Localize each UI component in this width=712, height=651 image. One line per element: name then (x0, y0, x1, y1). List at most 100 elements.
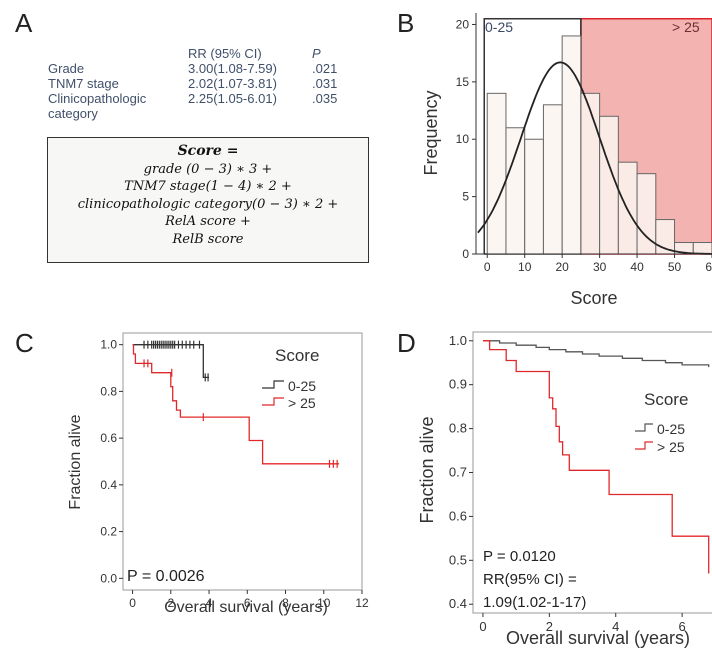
legend-swatch (635, 441, 653, 450)
histogram-bar (524, 138, 544, 255)
legend-title: Score (644, 390, 688, 409)
y-tick-label: 20 (456, 17, 470, 31)
table-row: TNM7 stage 2.02(1.07-3.81) .031 (48, 76, 337, 91)
row-label: Clinicopathologic (48, 91, 147, 106)
p-value-annotation: P = 0.0120 (483, 548, 556, 565)
survival-curve (483, 340, 710, 574)
y-tick-label: 0.9 (449, 377, 467, 392)
row-rr: 3.00(1.08-7.59) (188, 61, 277, 76)
y-tick-label: 0.7 (449, 465, 467, 480)
x-tick-label: 2 (167, 596, 174, 610)
y-tick-label: 5 (462, 190, 469, 204)
x-axis-title: Score (570, 288, 617, 308)
y-tick-label: 0.4 (449, 596, 467, 611)
panel-label-c: C (15, 328, 34, 358)
x-tick-label: 8 (282, 596, 289, 610)
legend-label: 0-25 (657, 421, 685, 437)
x-axis-title: Overall survival (years) (164, 599, 328, 616)
y-tick-label: 0.8 (100, 384, 117, 398)
formula-line: RelB score (172, 231, 244, 247)
y-tick-label: 0.6 (100, 431, 117, 445)
row-label: Grade (48, 61, 85, 76)
y-tick-label: 0.2 (100, 525, 117, 539)
risk-table-header: RR (95% CI) P (48, 46, 337, 61)
score-formula-box: Score = grade (0 − 3) ∗ 3 + TNM7 stage(1… (47, 137, 369, 263)
x-tick-label: 12 (355, 596, 369, 610)
x-tick-label: 0 (129, 596, 136, 610)
x-tick-label: 0 (479, 619, 486, 634)
x-tick-label: 30 (593, 260, 607, 274)
legend-swatch (262, 397, 284, 406)
plot-frame (122, 332, 363, 591)
x-tick-label: 50 (668, 260, 682, 274)
x-tick-label: 20 (555, 260, 569, 274)
table-row: Clinicopathologic 2.25(1.05-6.01) .035 (48, 91, 337, 106)
legend-title: Score (275, 346, 319, 365)
x-tick-label: 0 (484, 260, 491, 274)
y-tick-label: 15 (456, 75, 470, 89)
legend-swatch (262, 380, 284, 389)
x-axis-title: Overall survival (years) (506, 628, 690, 648)
risk-table: RR (95% CI) P Grade 3.00(1.08-7.59) .021… (48, 46, 337, 121)
y-tick-label: 1.0 (100, 338, 117, 352)
histogram-bar (486, 92, 507, 255)
histogram-bar (580, 92, 601, 255)
y-tick-label: 0.0 (100, 571, 117, 585)
p-header: P (312, 46, 321, 61)
x-tick-label: 6 (244, 596, 251, 610)
panel-label-a: A (15, 8, 33, 38)
y-tick-label: 10 (456, 132, 470, 146)
row-rr: 2.02(1.07-3.81) (188, 76, 277, 91)
formula-line: clinicopathologic category(0 − 3) ∗ 2 + (77, 196, 339, 212)
panel-label-b: B (397, 8, 415, 38)
row-rr: 2.25(1.05-6.01) (188, 91, 277, 106)
y-tick-label: 0.5 (449, 552, 467, 567)
y-tick-label: 0.8 (449, 421, 467, 436)
legend-label: > 25 (657, 439, 685, 455)
x-tick-label: 60 (705, 260, 712, 274)
x-tick-label: 4 (612, 619, 619, 634)
row-label: TNM7 stage (48, 76, 119, 91)
y-tick-label: 0.6 (449, 508, 467, 523)
x-tick-label: 10 (518, 260, 532, 274)
formula-title: Score = (177, 143, 239, 159)
x-tick-label: 6 (679, 619, 686, 634)
rr-value-annotation: 1.09(1.02-1-17) (483, 594, 586, 611)
formula-line: TNM7 stage(1 − 4) ∗ 2 + (124, 179, 292, 194)
region-low-label: 0-25 (485, 19, 513, 35)
row-p: .021 (312, 61, 338, 76)
legend-swatch (635, 423, 653, 432)
y-tick-label: 1.0 (449, 333, 467, 348)
table-row: category (48, 106, 337, 121)
table-row: Grade 3.00(1.08-7.59) .021 (48, 61, 337, 76)
histogram-bar (599, 115, 619, 255)
row-p: .031 (312, 76, 338, 91)
y-tick-label: 0 (462, 247, 469, 261)
rr-header: RR (95% CI) (188, 46, 262, 61)
y-axis-title: Frequency (421, 90, 441, 175)
x-tick-label: 10 (317, 596, 331, 610)
survival-curve (132, 344, 340, 465)
y-axis-title: Fraction alive (67, 414, 84, 509)
y-axis-title: Fraction alive (417, 416, 437, 523)
p-value-annotation: P = 0.0026 (127, 568, 205, 585)
legend-label: > 25 (288, 395, 316, 411)
y-tick-label: 0.4 (100, 478, 117, 492)
region-high-label: > 25 (672, 19, 700, 35)
rr-annotation: RR(95% CI) = (483, 571, 577, 588)
normal-curve (477, 61, 712, 255)
histogram-bar (505, 127, 526, 255)
formula-line: RelA score + (165, 214, 251, 229)
row-p: .035 (312, 91, 338, 106)
x-tick-label: 4 (206, 596, 213, 610)
x-tick-label: 40 (630, 260, 644, 274)
histogram-bar (692, 242, 712, 255)
survival-curve (483, 340, 710, 368)
row-label: category (48, 106, 98, 121)
survival-curve (132, 344, 209, 379)
formula-line: grade (0 − 3) ∗ 3 + (143, 161, 273, 177)
x-tick-label: 2 (546, 619, 553, 634)
panel-label-d: D (397, 328, 416, 358)
histogram-bar (542, 104, 563, 255)
